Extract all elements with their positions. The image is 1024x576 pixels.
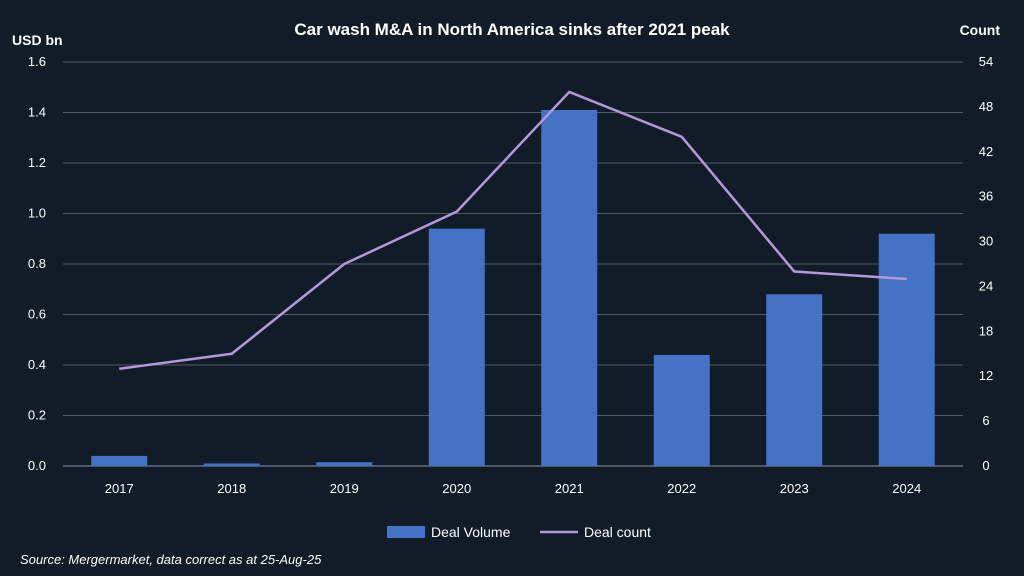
- left-axis-unit-label: USD bn: [12, 32, 63, 48]
- left-axis-tick-label: 1.2: [28, 155, 46, 170]
- x-axis-tick-label: 2017: [105, 481, 134, 496]
- legend-label-deal-volume: Deal Volume: [431, 524, 511, 540]
- right-axis-tick-label: 6: [982, 413, 989, 428]
- left-axis-ticks: 0.0 0.2 0.4 0.6 0.8 1.0 1.2 1.4 1.6: [28, 54, 46, 473]
- legend-swatch-deal-volume: [387, 526, 425, 538]
- right-axis-tick-label: 30: [979, 234, 993, 249]
- x-axis-tick-label: 2024: [892, 481, 921, 496]
- right-axis-tick-label: 18: [979, 323, 993, 338]
- right-axis-tick-label: 42: [979, 144, 993, 159]
- left-axis-tick-label: 0.2: [28, 408, 46, 423]
- x-axis-tick-label: 2020: [442, 481, 471, 496]
- bar-deal-volume-2024: [879, 234, 935, 466]
- chart-title: Car wash M&A in North America sinks afte…: [294, 20, 730, 39]
- left-axis-tick-label: 0.0: [28, 458, 46, 473]
- bar-deal-volume-2018: [204, 463, 260, 466]
- right-axis-tick-label: 0: [982, 458, 989, 473]
- right-axis-tick-label: 24: [979, 278, 993, 293]
- left-axis-tick-label: 1.4: [28, 105, 46, 120]
- legend-label-deal-count: Deal count: [584, 524, 651, 540]
- right-axis-unit-label: Count: [960, 22, 1001, 38]
- bar-deal-volume-2022: [654, 355, 710, 466]
- left-axis-tick-label: 1.0: [28, 206, 46, 221]
- x-axis-tick-label: 2018: [217, 481, 246, 496]
- x-axis-tick-label: 2019: [330, 481, 359, 496]
- bar-deal-volume-2019: [316, 462, 372, 466]
- x-axis-tick-label: 2022: [667, 481, 696, 496]
- right-axis-tick-label: 12: [979, 368, 993, 383]
- left-axis-tick-label: 0.4: [28, 357, 46, 372]
- left-axis-tick-label: 0.8: [28, 256, 46, 271]
- source-note: Source: Mergermarket, data correct as at…: [20, 552, 322, 567]
- left-axis-tick-label: 1.6: [28, 54, 46, 69]
- right-axis-tick-label: 48: [979, 99, 993, 114]
- right-axis-tick-label: 54: [979, 54, 993, 69]
- left-axis-tick-label: 0.6: [28, 307, 46, 322]
- x-axis-tick-label: 2023: [780, 481, 809, 496]
- bar-deal-volume-2021: [541, 110, 597, 466]
- bar-deal-volume-2023: [766, 294, 822, 466]
- bar-deal-volume-2020: [429, 229, 485, 466]
- right-axis-tick-label: 36: [979, 189, 993, 204]
- x-axis-tick-label: 2021: [555, 481, 584, 496]
- bar-deal-volume-2017: [91, 456, 147, 466]
